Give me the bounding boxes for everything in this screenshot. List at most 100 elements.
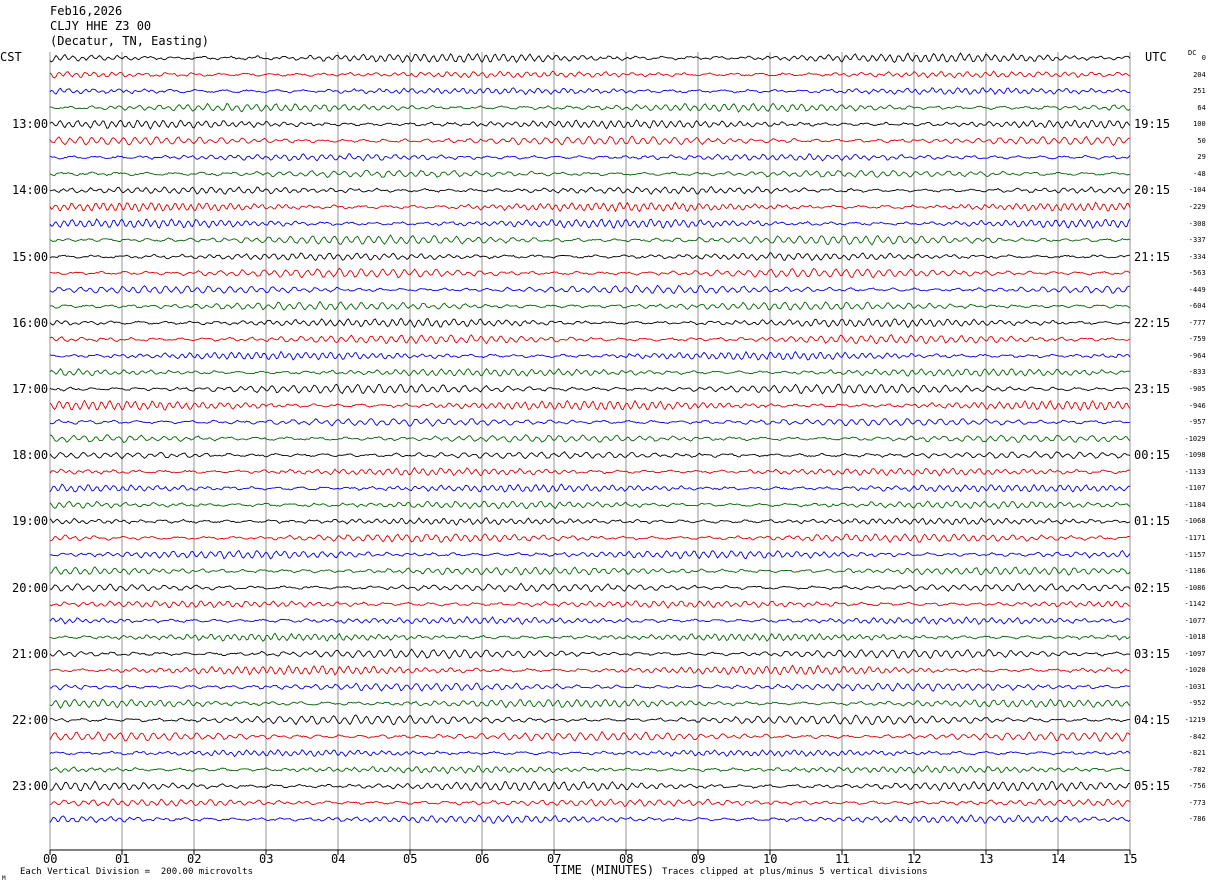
trace-line: [49, 317, 1131, 329]
trace-line: [49, 218, 1131, 229]
dc-offset-label: -563: [1188, 269, 1206, 278]
dc-offset-label: 100: [1193, 120, 1206, 129]
trace-line: [49, 451, 1131, 460]
trace-line: [49, 52, 1131, 64]
x-tick-label: 14: [1051, 852, 1066, 866]
trace-line: [49, 70, 1131, 79]
trace-line: [49, 517, 1131, 526]
dc-offset-label: 64: [1197, 103, 1206, 112]
x-tick-label: 12: [907, 852, 922, 866]
x-tick-label: 10: [763, 852, 778, 866]
dc-offset-label: -1086: [1184, 583, 1206, 592]
scale-note: Each Vertical Division = 200.00 microvol…: [20, 867, 253, 877]
left-hour-label: 18:00: [12, 448, 49, 463]
right-zone-label: UTC: [1145, 50, 1167, 64]
dc-offset-label: -756: [1188, 782, 1206, 791]
trace-line: [49, 185, 1131, 195]
dc-offset-label: -334: [1188, 252, 1206, 261]
trace-line: [49, 350, 1131, 361]
left-hour-label: 20:00: [12, 580, 49, 595]
dc-offset-label: -1018: [1184, 633, 1206, 642]
trace-line: [49, 153, 1131, 162]
x-tick-label: 08: [619, 852, 634, 866]
dc-offset-label: -1097: [1184, 649, 1206, 658]
trace-line: [49, 664, 1131, 676]
right-hour-label: 05:15: [1134, 779, 1171, 794]
trace-line: [49, 483, 1131, 493]
trace-line: [49, 582, 1131, 593]
trace-line: [49, 201, 1131, 213]
x-tick-label: 00: [43, 852, 58, 866]
x-tick-label: 05: [403, 852, 418, 866]
trace-line: [49, 267, 1131, 279]
trace-line: [49, 682, 1131, 692]
x-tick-label: 02: [187, 852, 202, 866]
trace-line: [49, 566, 1131, 576]
dc-offset-label: -946: [1188, 401, 1206, 410]
right-hour-label: 00:15: [1134, 448, 1171, 463]
trace-line: [49, 300, 1131, 311]
dc-offset-label: -1133: [1184, 467, 1206, 476]
x-tick-label: 15: [1123, 852, 1138, 866]
x-tick-label: 04: [331, 852, 346, 866]
dc-offset-label: -833: [1188, 368, 1206, 377]
dc-offset-label: -308: [1188, 219, 1206, 228]
dc-offset-label: -952: [1188, 699, 1206, 708]
dc-offset-label: -1171: [1184, 533, 1206, 542]
x-tick-label: 06: [475, 852, 490, 866]
left-hour-label: 23:00: [12, 779, 49, 794]
trace-line: [49, 383, 1131, 395]
dc-offset-label: -905: [1188, 385, 1206, 393]
corner-mark: M: [2, 875, 6, 882]
trace-line: [49, 632, 1131, 642]
dc-offset-label: -604: [1188, 302, 1206, 311]
dc-offset-label: -964: [1188, 351, 1206, 360]
clip-note: Traces clipped at plus/minus 5 vertical …: [662, 867, 928, 877]
dc-offset-label: 50: [1197, 136, 1206, 145]
dc-offset-label: -1077: [1184, 616, 1206, 625]
trace-line: [49, 814, 1131, 824]
x-tick-label: 03: [259, 852, 274, 866]
right-hour-label: 22:15: [1134, 315, 1171, 330]
trace-line: [49, 434, 1131, 443]
right-hour-label: 03:15: [1134, 646, 1171, 661]
right-hour-label: 23:15: [1134, 382, 1171, 396]
dc-offset-label: -1020: [1184, 666, 1206, 675]
left-hour-label: 13:00: [12, 117, 49, 132]
dc-offset-label: 29: [1197, 153, 1206, 162]
trace-line: [49, 466, 1131, 477]
dc-offset-label: 204: [1193, 70, 1206, 79]
dc-offset-label: -1031: [1184, 682, 1206, 691]
dc-offset-label: 0: [1201, 54, 1206, 62]
dc-offset-label: -1157: [1184, 550, 1206, 559]
dc-offset-label: 251: [1193, 87, 1206, 96]
right-hour-label: 20:15: [1134, 183, 1171, 198]
right-hour-label: 02:15: [1134, 580, 1171, 595]
trace-line: [49, 234, 1131, 246]
trace-line: [49, 333, 1131, 345]
trace-line: [49, 765, 1131, 775]
dc-offset-label: -786: [1188, 815, 1206, 824]
trace-line: [49, 500, 1131, 510]
trace-line: [49, 749, 1131, 758]
dc-offset-label: -842: [1188, 732, 1206, 741]
left-hour-label: 19:00: [12, 514, 49, 529]
dc-offset-label: -777: [1188, 318, 1206, 327]
trace-line: [49, 780, 1131, 792]
trace-line: [49, 252, 1131, 262]
dc-offset-label: -1184: [1184, 500, 1206, 509]
dc-offset-label: -773: [1188, 798, 1206, 807]
dc-offset-label: -449: [1188, 285, 1206, 294]
dc-offset-label: -759: [1188, 335, 1206, 344]
dc-offset-label: -1219: [1184, 716, 1206, 724]
trace-line: [49, 615, 1131, 626]
trace-line: [49, 798, 1131, 808]
x-tick-label: 07: [547, 852, 562, 866]
trace-line: [49, 367, 1131, 377]
left-hour-label: 14:00: [12, 183, 49, 198]
left-zone-label: CST: [0, 50, 22, 64]
x-tick-label: 13: [979, 852, 994, 866]
trace-line: [49, 169, 1131, 179]
trace-line: [49, 648, 1131, 660]
trace-line: [49, 549, 1131, 560]
